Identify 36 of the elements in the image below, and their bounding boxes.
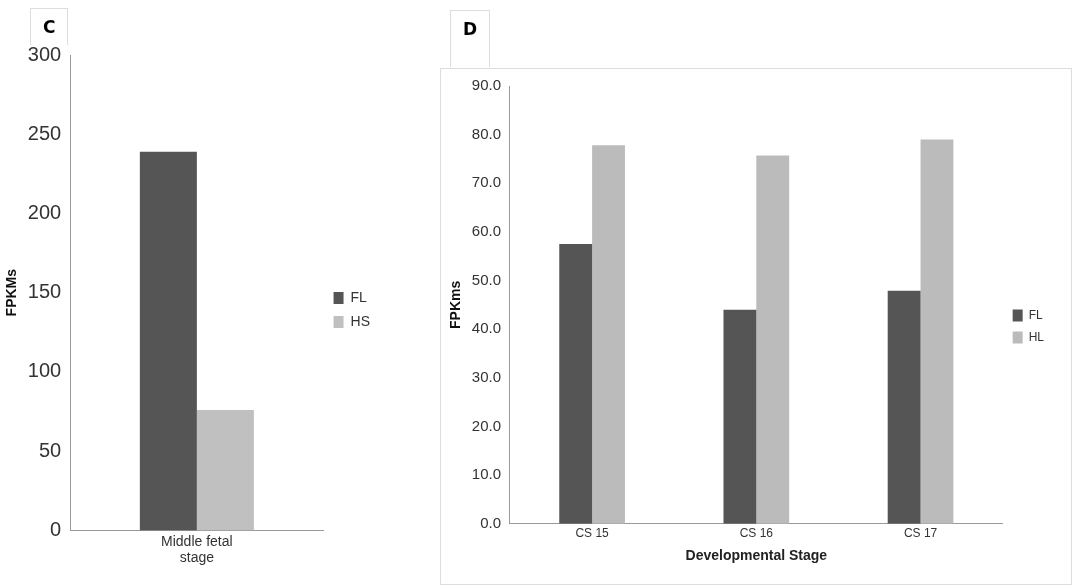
- legend-label: HL: [1028, 329, 1045, 344]
- y-tick-label: 60.0: [471, 222, 501, 240]
- y-tick-label: 200: [27, 200, 62, 223]
- chart-title: D: [450, 10, 491, 67]
- y-tick-label: 300: [27, 42, 62, 65]
- y-tick-label: 50.0: [471, 270, 501, 288]
- bar: [920, 139, 954, 524]
- x-tick-label: CS 15: [575, 526, 610, 541]
- bar: [559, 244, 593, 524]
- y-tick-label: 100: [27, 359, 62, 382]
- y-tick-label: 150: [27, 280, 62, 303]
- y-tick-label: 80.0: [471, 124, 501, 142]
- legend-label: FL: [1028, 307, 1043, 322]
- legend-label: HS: [350, 312, 370, 329]
- x-tick-label: CS 16: [739, 526, 774, 541]
- bar: [723, 309, 757, 524]
- y-tick-label: 250: [27, 121, 62, 144]
- y-tick-label: 0.0: [480, 513, 501, 531]
- bar: [887, 290, 921, 524]
- bar: [592, 145, 625, 524]
- y-tick-label: 50: [38, 438, 62, 461]
- y-axis-title: FPKMs: [3, 268, 20, 317]
- y-tick-label: 30.0: [471, 368, 501, 386]
- bar: [756, 155, 790, 524]
- x-tick-label: Middle fetal stage: [161, 532, 233, 566]
- y-tick-label: 90.0: [471, 76, 501, 94]
- y-tick-label: 20.0: [471, 416, 501, 434]
- y-tick-label: 70.0: [471, 173, 501, 191]
- x-tick-label: CS 17: [903, 526, 938, 541]
- x-axis-title: Developmental Stage: [685, 547, 828, 564]
- chart-title: C: [43, 17, 56, 37]
- y-tick-label: 10.0: [471, 465, 501, 483]
- legend-label: FL: [350, 288, 368, 305]
- y-tick-label: 40.0: [471, 319, 501, 337]
- y-tick-label: 0: [50, 517, 62, 540]
- y-axis-title: FPKms: [447, 280, 464, 330]
